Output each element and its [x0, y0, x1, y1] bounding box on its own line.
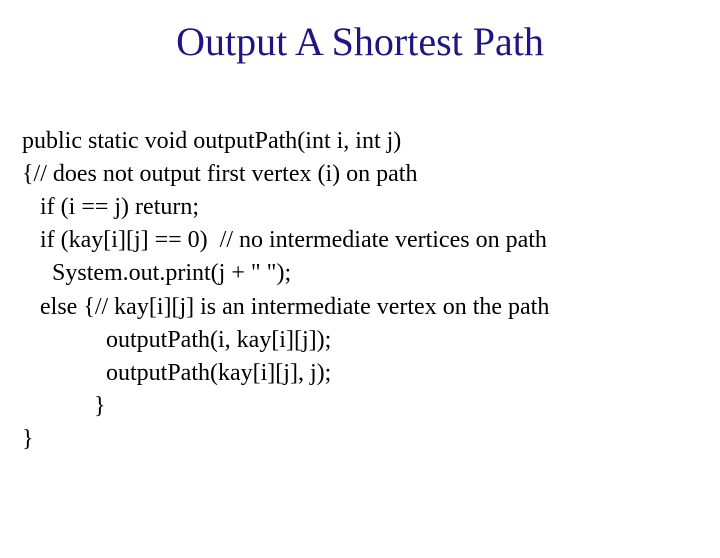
code-line: if (i == j) return; — [22, 191, 720, 224]
code-line: } — [22, 390, 720, 423]
slide-title: Output A Shortest Path — [0, 18, 720, 65]
code-line: if (kay[i][j] == 0) // no intermediate v… — [22, 224, 720, 257]
code-block: public static void outputPath(int i, int… — [22, 125, 720, 456]
code-line: System.out.print(j + " "); — [22, 257, 720, 290]
code-line: outputPath(i, kay[i][j]); — [22, 324, 720, 357]
code-line: {// does not output first vertex (i) on … — [22, 158, 720, 191]
code-line: else {// kay[i][j] is an intermediate ve… — [22, 291, 720, 324]
code-line: outputPath(kay[i][j], j); — [22, 357, 720, 390]
code-line: public static void outputPath(int i, int… — [22, 125, 720, 158]
code-line: } — [22, 423, 720, 456]
